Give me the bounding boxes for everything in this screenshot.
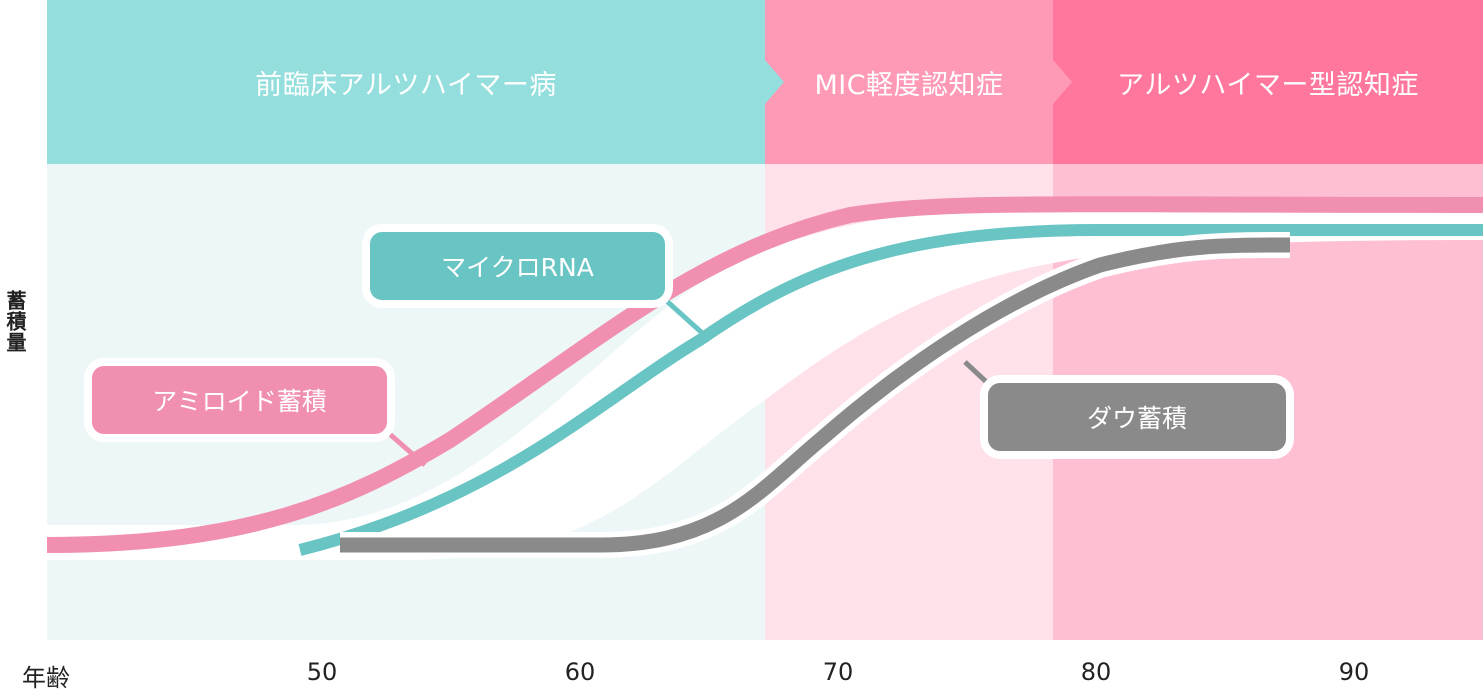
- tau-label-text: ダウ蓄積: [1086, 404, 1187, 433]
- arrow-chevron-1: [765, 60, 784, 104]
- phase-label-mci: MIC軽度認知症: [814, 69, 1004, 101]
- microrna-curve: [298, 224, 1483, 556]
- tau-label: ダウ蓄積: [988, 383, 1286, 451]
- curve-halo: [47, 204, 1483, 560]
- x-tick-80: 80: [1080, 658, 1112, 686]
- microrna-label: マイクロRNA: [370, 232, 665, 300]
- x-tick-90: 90: [1338, 658, 1370, 686]
- amyloid-connector: [383, 428, 427, 467]
- arrow-chevron-2: [1053, 60, 1072, 104]
- tau-connector: [963, 360, 997, 392]
- x-tick-70: 70: [822, 658, 854, 686]
- phase-band-dementia: アルツハイマー型認知症: [1053, 0, 1483, 164]
- phase-label-dementia: アルツハイマー型認知症: [1117, 69, 1419, 101]
- phase-band-preclinical: 前臨床アルツハイマー病: [47, 0, 765, 164]
- phase-label-preclinical: 前臨床アルツハイマー病: [255, 69, 557, 101]
- x-tick-60: 60: [564, 658, 596, 686]
- amyloid-label-text: アミロイド蓄積: [152, 387, 327, 416]
- microrna-label-text: マイクロRNA: [441, 253, 594, 282]
- tau-curve: [340, 237, 1291, 553]
- phase-band-mci: MIC軽度認知症: [765, 0, 1053, 164]
- amyloid-label: アミロイド蓄積: [92, 366, 387, 434]
- y-axis-label: 蓄積量: [3, 290, 27, 353]
- x-axis-label: 年齢: [22, 664, 70, 692]
- amyloid-curve: [46, 196, 1483, 553]
- microrna-connector: [658, 293, 712, 342]
- x-tick-50: 50: [306, 658, 338, 686]
